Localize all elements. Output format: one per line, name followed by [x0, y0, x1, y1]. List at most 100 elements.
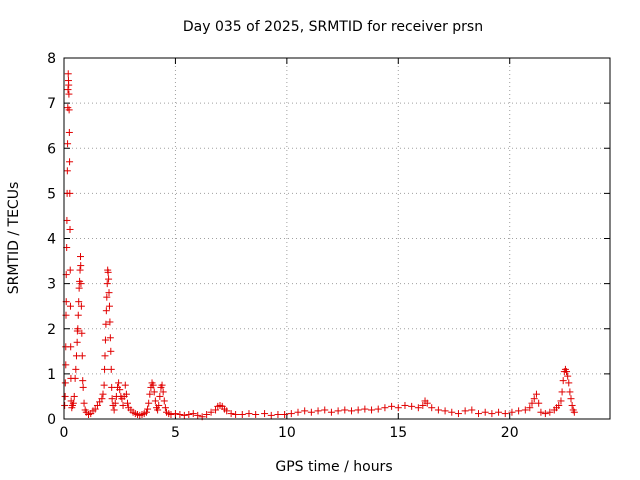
data-point — [98, 395, 106, 403]
data-point — [419, 401, 427, 409]
data-point — [530, 395, 538, 403]
y-axis-title: SRMTID / TECUs — [6, 182, 22, 295]
data-point — [64, 140, 72, 148]
data-point — [107, 347, 115, 355]
data-point — [155, 401, 163, 409]
data-point — [69, 399, 77, 407]
data-point — [161, 404, 169, 412]
data-point — [528, 399, 536, 407]
data-point — [142, 408, 150, 416]
data-point — [63, 216, 71, 224]
y-tick-label: 7 — [47, 96, 56, 112]
data-point — [245, 410, 253, 418]
data-point — [546, 408, 554, 416]
data-point — [535, 399, 543, 407]
data-point — [80, 399, 88, 407]
data-point — [124, 399, 132, 407]
data-point — [261, 410, 269, 418]
data-point — [368, 406, 376, 414]
data-point — [66, 158, 74, 166]
data-point — [65, 81, 73, 89]
data-point — [441, 407, 449, 415]
x-axis-title: GPS time / hours — [275, 459, 392, 475]
data-point — [102, 320, 110, 328]
data-point — [101, 352, 109, 360]
data-point — [100, 381, 108, 389]
data-point — [71, 374, 79, 382]
data-point — [361, 405, 369, 413]
x-tick-label: 15 — [389, 425, 407, 441]
data-point — [75, 284, 83, 292]
data-point — [167, 410, 175, 418]
data-point — [79, 377, 87, 385]
data-point — [62, 361, 70, 369]
y-tick-label: 4 — [47, 232, 56, 248]
data-point — [159, 388, 167, 396]
data-point — [77, 262, 85, 270]
data-point — [354, 406, 362, 414]
data-point — [537, 408, 545, 416]
data-point — [388, 402, 396, 410]
data-point — [73, 338, 81, 346]
data-point — [149, 381, 157, 389]
data-point — [394, 404, 402, 412]
y-tick-label: 6 — [47, 141, 56, 157]
data-point — [78, 329, 86, 337]
grid — [64, 58, 610, 419]
data-point — [374, 405, 382, 413]
data-point — [274, 410, 282, 418]
data-point — [119, 401, 127, 409]
data-point — [67, 343, 75, 351]
data-point — [61, 401, 69, 409]
data-point — [334, 407, 342, 415]
data-point — [103, 293, 111, 301]
data-point — [176, 410, 184, 418]
data-point — [75, 298, 83, 306]
data-point — [468, 406, 476, 414]
data-point — [475, 410, 483, 418]
data-point — [281, 410, 289, 418]
data-point — [508, 408, 516, 416]
data-point — [79, 383, 87, 391]
data-point — [76, 266, 84, 274]
data-point — [121, 381, 129, 389]
data-point — [93, 401, 101, 409]
data-point — [160, 397, 168, 405]
data-point — [115, 379, 123, 387]
x-tick-label: 5 — [171, 425, 180, 441]
data-point — [558, 388, 566, 396]
data-point — [495, 408, 503, 416]
data-point — [76, 253, 84, 261]
data-point — [63, 167, 71, 175]
data-point — [294, 408, 302, 416]
data-point — [559, 377, 567, 385]
data-point — [408, 402, 416, 410]
y-tick-label: 3 — [47, 277, 56, 293]
data-point — [101, 365, 109, 373]
data-point — [194, 411, 202, 419]
data-point — [252, 410, 260, 418]
data-series — [61, 70, 578, 421]
data-point — [189, 410, 197, 418]
data-point — [327, 408, 335, 416]
data-point — [107, 365, 115, 373]
chart-title: Day 035 of 2025, SRMTID for receiver prs… — [183, 19, 483, 35]
data-point — [144, 405, 152, 413]
data-point — [102, 307, 110, 315]
data-point — [171, 410, 179, 418]
data-point — [106, 334, 114, 342]
data-point — [568, 401, 576, 409]
data-point — [150, 388, 158, 396]
data-point — [515, 407, 523, 415]
plot-frame — [63, 57, 611, 420]
data-point — [564, 372, 572, 380]
data-point — [61, 379, 69, 387]
data-point — [341, 406, 349, 414]
data-point — [565, 379, 573, 387]
data-point — [122, 390, 130, 398]
data-point — [227, 410, 235, 418]
data-point — [105, 275, 113, 283]
y-tick-label: 8 — [47, 51, 56, 67]
data-point — [301, 407, 309, 415]
